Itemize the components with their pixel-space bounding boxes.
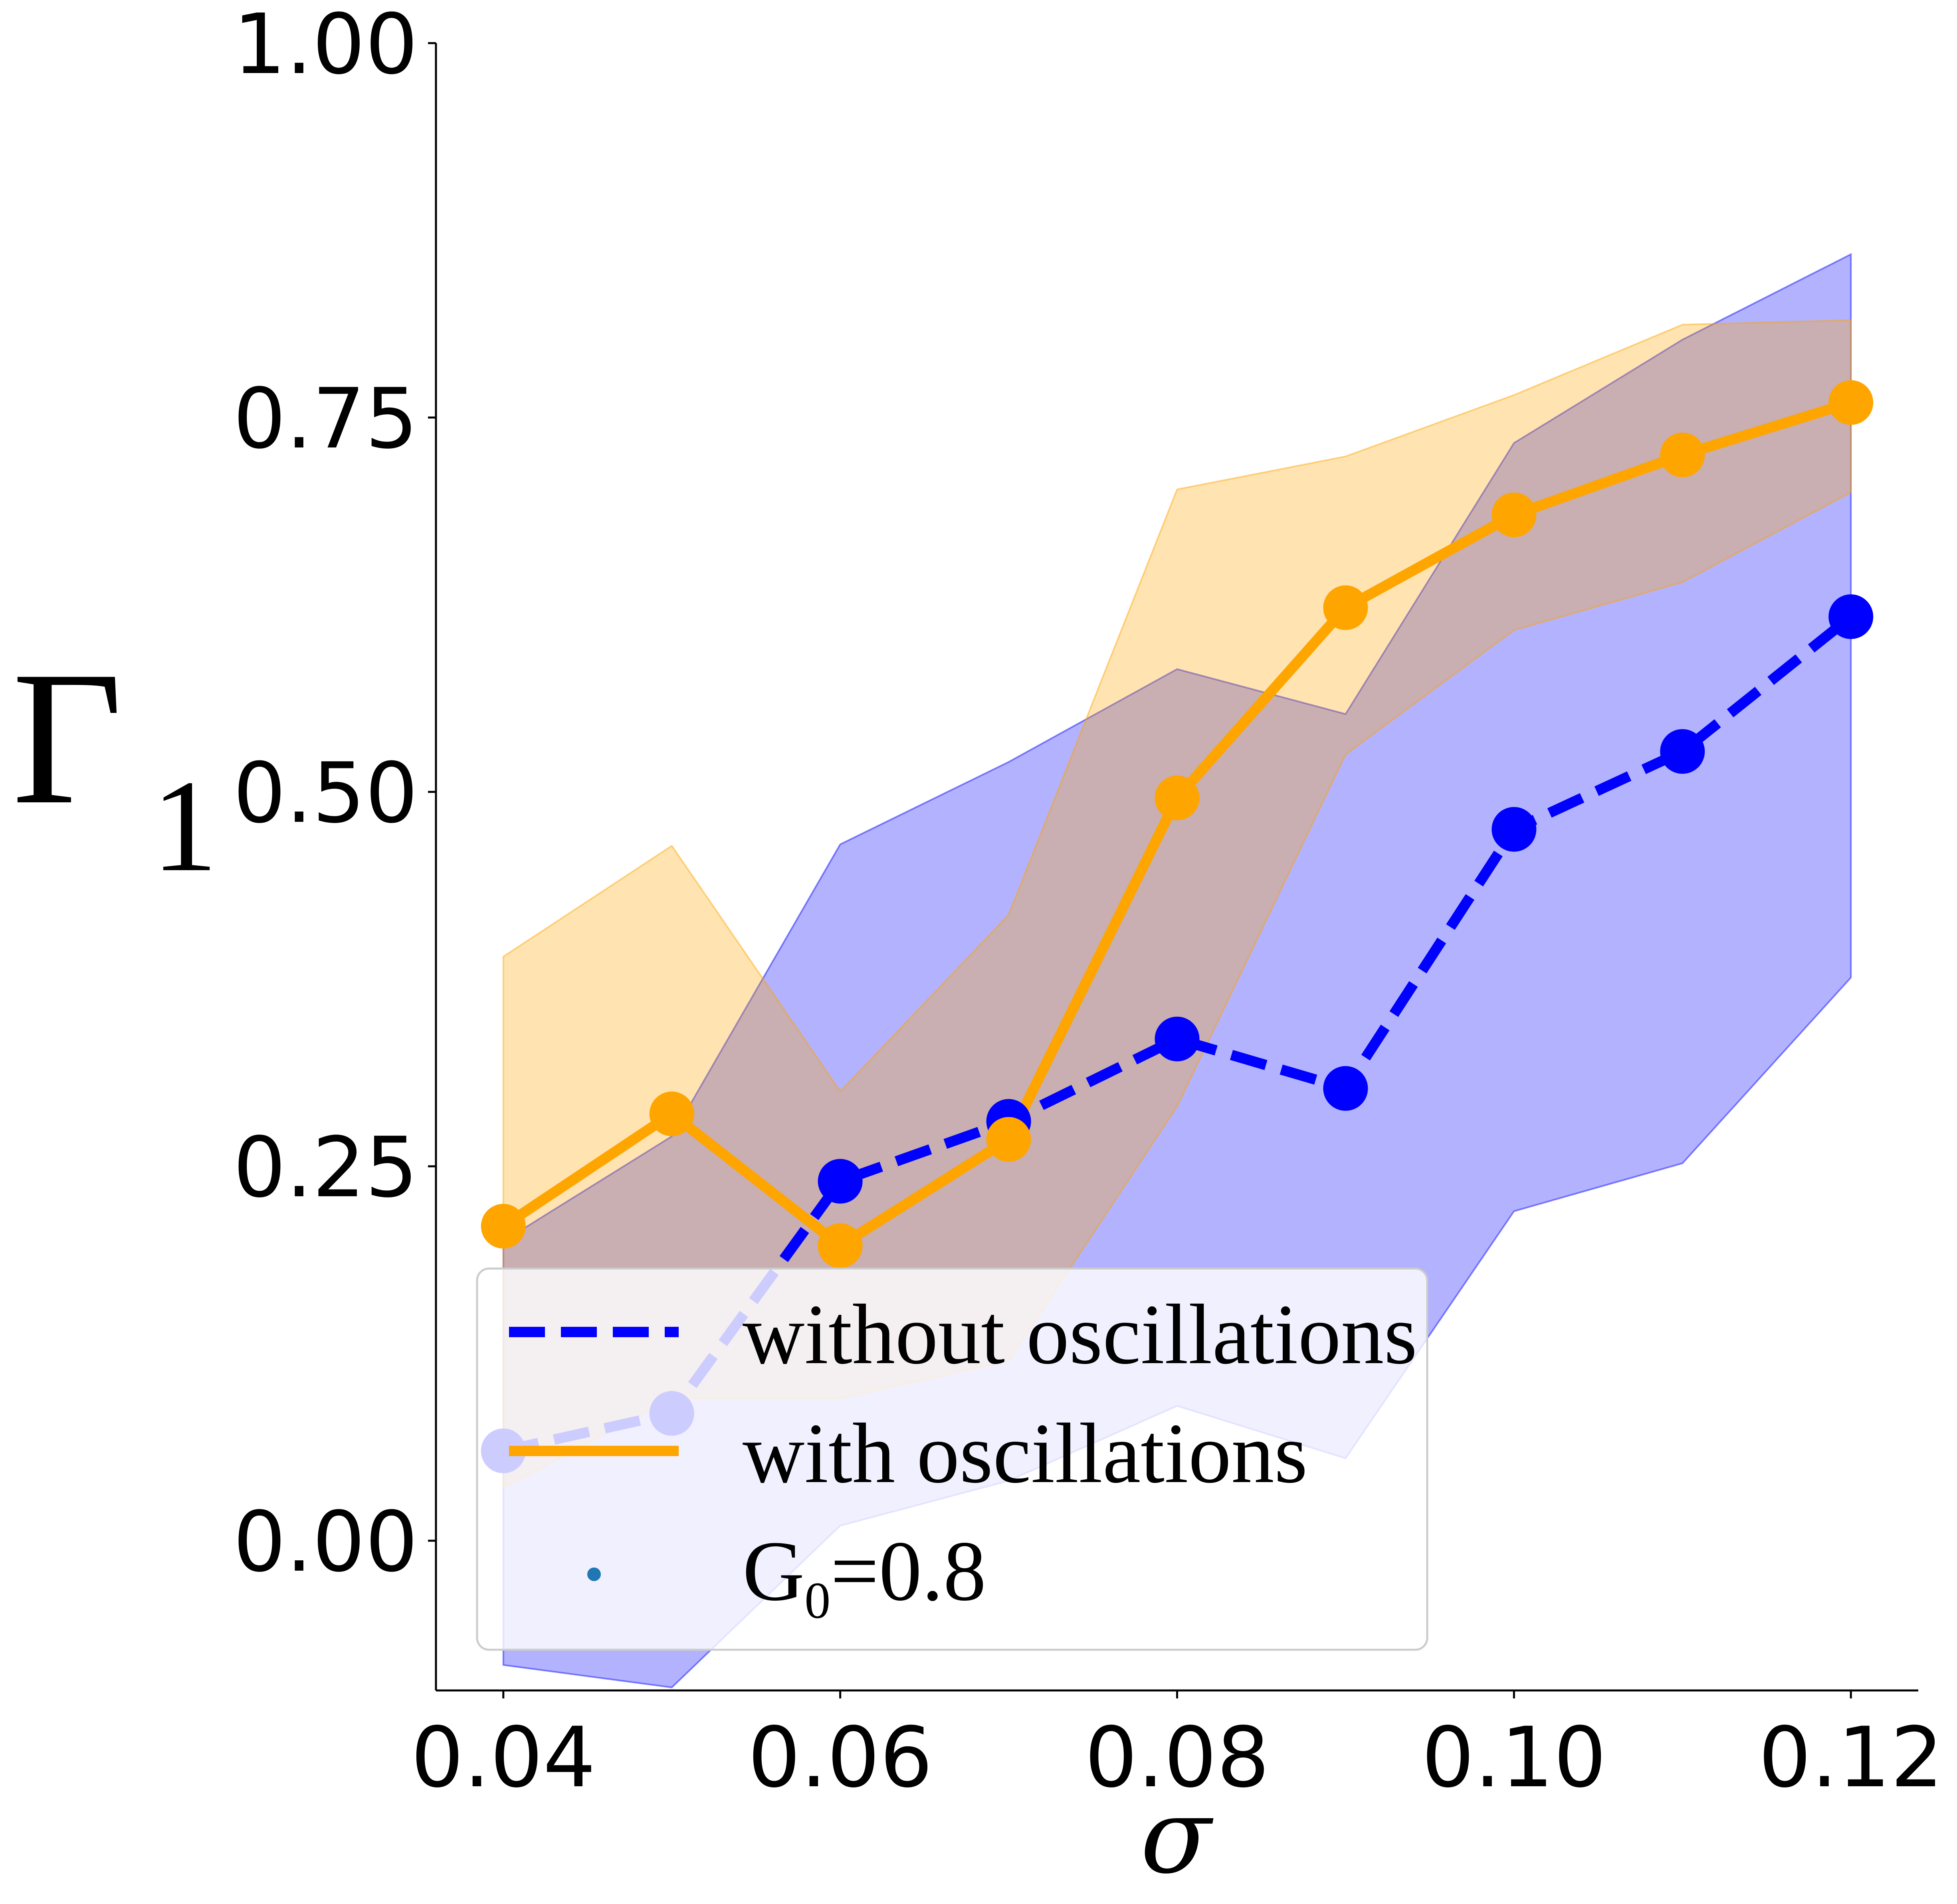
legend-label-g0: G0=0.8 <box>743 1523 986 1629</box>
legend-label-g0-sub: 0 <box>804 1572 830 1629</box>
point-with-oscillations-2 <box>818 1223 863 1268</box>
legend-label-g0-rest: =0.8 <box>830 1523 986 1619</box>
legend-marker-g0 <box>587 1568 601 1581</box>
point-without-oscillations-5 <box>1323 1066 1368 1111</box>
point-without-oscillations-8 <box>1828 594 1874 639</box>
point-with-oscillations-8 <box>1828 380 1874 425</box>
x-tick-label: 0.06 <box>748 1710 933 1806</box>
y-axis-title: Γ <box>12 631 123 844</box>
x-tick-label: 0.10 <box>1422 1710 1606 1806</box>
point-with-oscillations-3 <box>986 1117 1031 1162</box>
y-ticks: 0.00 0.25 0.50 0.75 1.00 <box>233 0 436 1591</box>
point-with-oscillations-7 <box>1660 432 1705 477</box>
point-without-oscillations-2 <box>818 1159 863 1204</box>
legend-box <box>476 1267 1428 1651</box>
y-tick-label: 0.75 <box>233 371 418 467</box>
y-tick-label: 0.00 <box>233 1494 418 1591</box>
point-without-oscillations-7 <box>1660 729 1705 774</box>
x-axis-title: σ <box>1140 1776 1215 1897</box>
point-with-oscillations-4 <box>1155 775 1200 820</box>
point-without-oscillations-4 <box>1155 1016 1200 1061</box>
legend-label-without-oscillations: without oscillations <box>743 1286 1417 1382</box>
legend-label-with-oscillations: with oscillations <box>743 1405 1307 1501</box>
point-with-oscillations-1 <box>649 1091 694 1136</box>
x-tick-label: 0.08 <box>1085 1710 1270 1806</box>
point-with-oscillations-5 <box>1323 585 1368 630</box>
legend: without oscillations with oscillations G… <box>476 1267 1428 1651</box>
y-axis-title-subscript: 1 <box>152 753 218 899</box>
y-tick-label: 1.00 <box>233 0 418 93</box>
point-with-oscillations-6 <box>1492 492 1537 537</box>
x-ticks: 0.04 0.06 0.08 0.10 0.12 <box>411 1690 1943 1806</box>
x-tick-label: 0.04 <box>411 1710 596 1806</box>
y-tick-label: 0.25 <box>233 1120 418 1216</box>
legend-label-g0-main: G <box>743 1523 804 1619</box>
point-with-oscillations-0 <box>481 1203 526 1249</box>
y-tick-label: 0.50 <box>233 745 418 842</box>
series-markers <box>481 380 1874 1473</box>
x-tick-label: 0.12 <box>1759 1710 1943 1806</box>
point-without-oscillations-6 <box>1492 807 1537 852</box>
